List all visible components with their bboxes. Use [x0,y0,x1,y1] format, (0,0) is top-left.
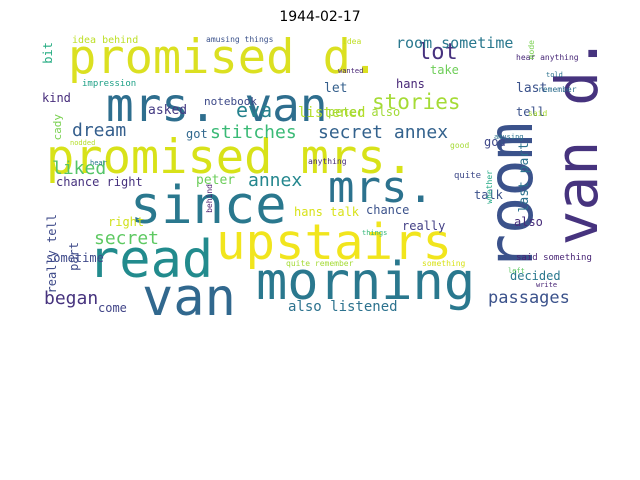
word-71: whether [485,170,494,204]
word-16: stitches [210,122,297,143]
word-21: began [44,288,99,309]
word-47: god [484,135,506,149]
word-62: amusing [494,133,524,141]
word-4: promised mrs. [46,130,414,185]
word-13: stories [372,90,461,114]
word-14: eva [236,98,273,122]
word-53: amusing things [206,35,274,44]
word-57: hear anything [516,53,579,62]
word-37: come [98,301,127,315]
word-48: talk [474,188,503,202]
word-74: said something [516,253,592,263]
word-9: van [142,268,236,320]
word-10: morning [256,252,476,312]
word-36: sometime [46,251,104,265]
word-70: things [362,229,388,237]
word-55: idea [342,37,362,46]
word-52: idea behind [72,35,139,46]
word-66: anything [308,157,347,166]
word-3: van d. [543,36,600,246]
word-43: hans [396,77,425,91]
word-39: really tell [45,214,59,294]
word-8: read [88,230,214,290]
word-33: hans talk [294,205,360,219]
word-28: got [186,127,208,141]
word-31: chance right [56,175,143,189]
word-19: annex [248,170,303,191]
word-54: impression [82,79,137,89]
word-73: something [422,259,466,268]
word-56: wanted [338,67,364,75]
word-64: nodded [70,139,96,147]
word-5: since [130,176,287,236]
word-38: part [67,242,81,271]
word-61: said [528,109,548,118]
word-68: quite [454,171,482,181]
word-75: left [508,267,525,275]
word-63: see [510,149,523,157]
word-32: right [108,215,145,229]
word-59: remember [538,85,577,94]
word-29: peter [196,173,236,188]
word-50: also [514,215,543,229]
word-30: kind [42,91,71,105]
word-51: decided [510,269,561,283]
word-42: let [324,81,348,96]
word-35: really [402,219,446,233]
word-23: also listened [288,299,398,315]
word-7: mrs. [328,162,434,213]
word-40: cady [51,114,64,141]
word-58: told [546,71,563,79]
word-65: hear [90,159,107,167]
word-25: peter also [328,105,401,119]
word-6: upstairs [216,214,453,271]
word-45: last [516,81,548,96]
word-76: write [536,281,558,289]
word-27: asked [148,103,188,118]
word-22: passages [488,288,570,308]
word-41: bit [41,42,55,64]
word-18: liked [52,158,107,179]
chart-title: 1944-02-17 [279,9,361,25]
word-72: quite remember [286,259,354,268]
word-17: secret annex [318,122,449,143]
word-26: notebook [204,95,257,108]
word-1: mrs. van [106,78,328,132]
word-44: take [430,63,459,77]
word-69: behind [205,184,214,213]
word-46: tell [516,105,545,119]
word-12: room sometime [396,34,514,52]
word-24: listened [298,105,366,121]
word-67: good [450,141,470,150]
word-0: promised d. [68,34,380,85]
word-11: lot [418,40,458,65]
word-60: mode [527,40,536,60]
word-cloud: promised d. mrs. van room van d. promised mr… [38,34,600,320]
word-34: chance [366,203,410,217]
word-15: dream [72,120,127,141]
word-20: secret [94,228,160,249]
